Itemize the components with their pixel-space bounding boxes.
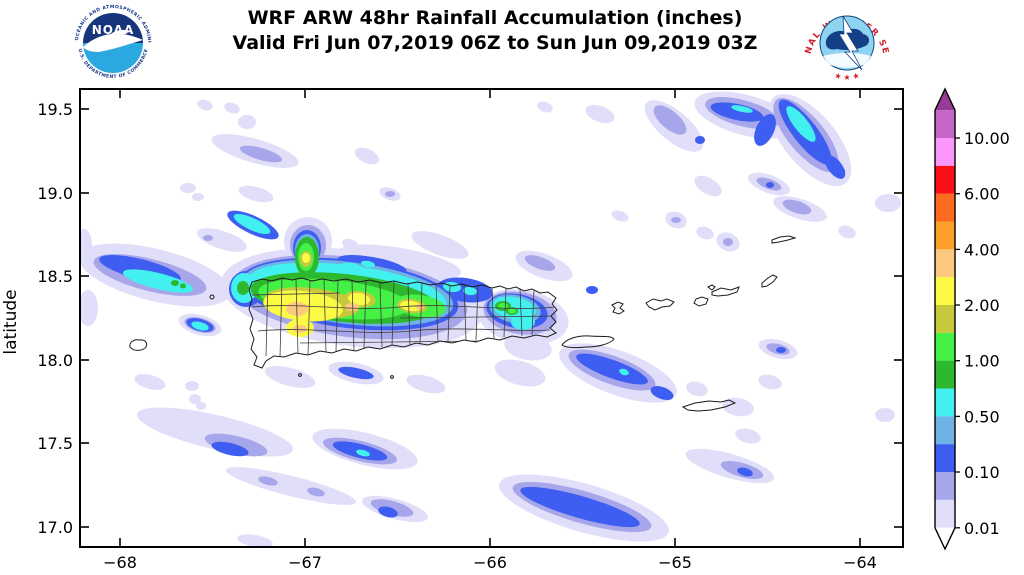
island-culebra	[611, 301, 625, 315]
island-st-john	[693, 296, 709, 307]
colorbar-segments	[935, 89, 955, 549]
x-tick-m64: −64	[843, 553, 877, 572]
rain-contours	[81, 91, 901, 546]
island-desecheo	[209, 294, 215, 300]
cb-label-1: 1.00	[964, 352, 1000, 371]
x-tick-m67: −67	[288, 553, 322, 572]
cb-label-05: 0.50	[964, 407, 1000, 426]
svg-text:★ ★ ★: ★ ★ ★	[833, 71, 860, 82]
nws-lightning-icon	[838, 15, 863, 71]
cb-label-10: 10.00	[964, 129, 1010, 148]
y-tick-19-0: 19.0	[37, 184, 73, 203]
y-tick-labels: 19.5 19.0 18.5 18.0 17.5 17.0	[37, 100, 73, 537]
axes-frame	[79, 88, 904, 548]
noaa-logo: NATIONAL OCEANIC AND ATMOSPHERIC ADMINIS…	[72, 2, 154, 84]
colorbar-ticks	[955, 137, 960, 529]
x-tick-m65: −65	[658, 553, 692, 572]
colorbar-labels: 10.00 6.00 4.00 2.00 1.00 0.50 0.10 0.01	[964, 129, 1010, 538]
cb-label-01: 0.10	[964, 463, 1000, 482]
island-st-croix	[681, 399, 737, 412]
islet-cay-1	[298, 373, 302, 377]
island-st-thomas	[645, 298, 675, 311]
island-tortola	[711, 286, 740, 297]
y-tick-19-5: 19.5	[37, 100, 73, 119]
cb-label-4: 4.00	[964, 240, 1000, 259]
x-tick-m68: −68	[103, 553, 137, 572]
islet-cay-2	[390, 375, 394, 379]
page-subtitle: Valid Fri Jun 07,2019 06Z to Sun Jun 09,…	[232, 32, 758, 54]
coastlines	[129, 235, 797, 412]
y-tick-18-5: 18.5	[37, 267, 73, 286]
island-anegada	[771, 235, 797, 244]
map-plot: 19.5 19.0 18.5 18.0 17.5 17.0 −68 −67 −6…	[1, 88, 904, 572]
noaa-acronym: NOAA	[92, 23, 135, 37]
x-tick-labels: −68 −67 −66 −65 −64	[103, 553, 877, 572]
municipality-borders	[251, 278, 557, 358]
cb-label-001: 0.01	[964, 519, 1000, 538]
y-tick-17-0: 17.0	[37, 518, 73, 537]
island-jost-van-dyke	[707, 284, 716, 291]
axis-ticks	[81, 90, 902, 546]
x-tick-m66: −66	[473, 553, 507, 572]
page-title: WRF ARW 48hr Rainfall Accumulation (inch…	[247, 7, 743, 29]
island-vieques	[561, 335, 615, 349]
cb-label-6: 6.00	[964, 185, 1000, 204]
colorbar-over-arrow	[935, 89, 955, 111]
nws-stars: ★ ★ ★	[833, 71, 860, 82]
island-mona	[129, 339, 148, 351]
y-axis-label: latitude	[1, 289, 21, 354]
y-tick-17-5: 17.5	[37, 434, 73, 453]
nws-logo: NATIONAL WEATHER SERVICE ★ ★ ★	[804, 1, 889, 85]
colorbar-under-arrow	[935, 527, 955, 549]
y-tick-18-0: 18.0	[37, 351, 73, 370]
noaa-seagull-icon	[83, 33, 143, 52]
cb-label-2: 2.00	[964, 296, 1000, 315]
noaa-seagull-wing	[105, 29, 131, 40]
island-virgin-gorda	[761, 274, 778, 288]
title-block: WRF ARW 48hr Rainfall Accumulation (inch…	[180, 6, 810, 56]
colorbar: 10.00 6.00 4.00 2.00 1.00 0.50 0.10 0.01	[934, 87, 1010, 551]
